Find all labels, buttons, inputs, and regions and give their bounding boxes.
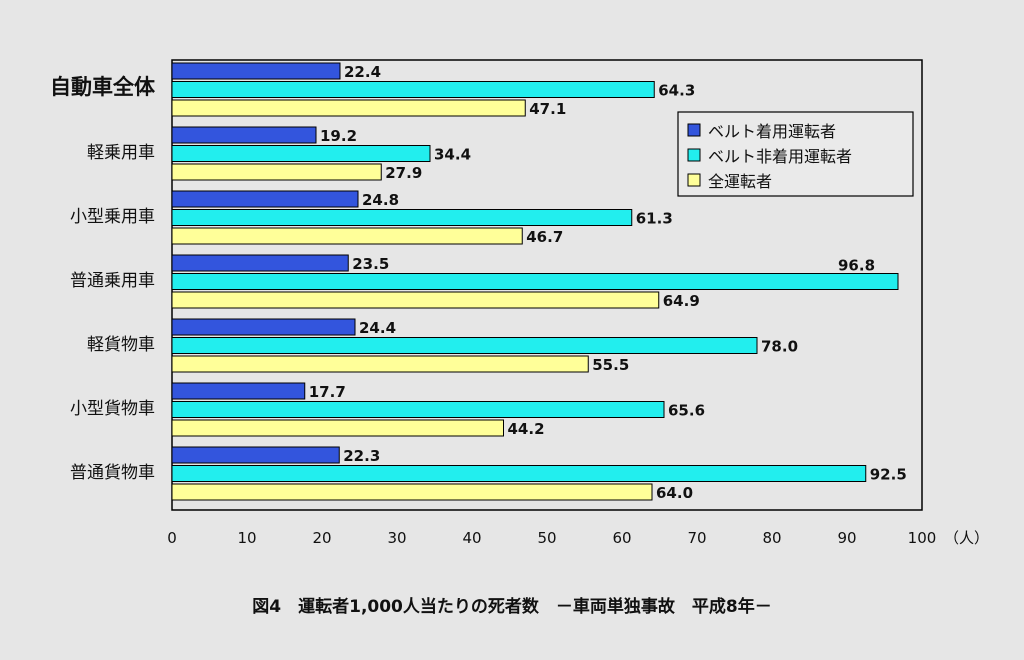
data-label: 64.3	[658, 82, 695, 100]
data-label: 44.2	[508, 420, 545, 438]
data-label: 19.2	[320, 127, 357, 145]
data-label: 96.8	[838, 257, 875, 275]
data-label: 17.7	[309, 383, 346, 401]
bar	[171, 227, 523, 245]
data-label: 64.0	[656, 484, 693, 502]
bar	[171, 355, 589, 373]
x-tick-label: 50	[537, 529, 556, 547]
bar	[171, 254, 349, 272]
bar	[171, 483, 653, 501]
category-label: 小型貨物車	[70, 399, 155, 419]
bar	[171, 190, 359, 208]
x-tick-label: 70	[687, 529, 706, 547]
legend-label: 全運転者	[708, 172, 772, 191]
category-label: 自動車全体	[50, 75, 156, 99]
category-label: 普通貨物車	[70, 463, 155, 483]
data-label: 46.7	[526, 228, 563, 246]
bar	[171, 382, 306, 400]
bar	[171, 291, 660, 309]
data-label: 92.5	[870, 466, 907, 484]
bar	[171, 99, 526, 117]
x-tick-label: 40	[462, 529, 481, 547]
bar	[171, 419, 504, 437]
data-label: 64.9	[663, 292, 700, 310]
bar	[171, 209, 633, 226]
data-label: 55.5	[592, 356, 629, 374]
legend-box	[677, 111, 914, 197]
x-tick-label: 0	[167, 529, 177, 547]
bar	[171, 337, 758, 354]
x-tick-label: 60	[612, 529, 631, 547]
chart-title: 図4 運転者1,000人当たりの死者数 －車両単独事故 平成8年－	[252, 596, 771, 617]
x-tick-label: 90	[837, 529, 856, 547]
legend-label: ベルト着用運転者	[708, 122, 836, 141]
bar	[171, 145, 431, 162]
category-label: 軽乗用車	[87, 143, 155, 163]
bar	[171, 62, 341, 80]
data-label: 23.5	[352, 255, 389, 273]
x-tick-label: 80	[762, 529, 781, 547]
bar	[171, 163, 382, 181]
data-label: 61.3	[636, 210, 673, 228]
data-label: 78.0	[761, 338, 798, 356]
x-tick-label: 30	[387, 529, 406, 547]
data-label: 22.3	[343, 447, 380, 465]
bar	[171, 401, 665, 418]
x-tick-label: 100	[908, 529, 937, 547]
legend-swatch	[687, 173, 701, 187]
data-label: 47.1	[529, 100, 566, 118]
bar	[171, 465, 867, 482]
bar	[171, 446, 340, 464]
data-label: 24.8	[362, 191, 399, 209]
x-unit-label: （人）	[944, 529, 989, 547]
bar	[171, 273, 899, 290]
legend-label: ベルト非着用運転者	[708, 147, 852, 166]
data-label: 65.6	[668, 402, 705, 420]
category-label: 軽貨物車	[87, 335, 155, 355]
category-label: 普通乗用車	[70, 271, 155, 291]
data-label: 24.4	[359, 319, 396, 337]
x-tick-label: 20	[312, 529, 331, 547]
data-label: 22.4	[344, 63, 381, 81]
bar	[171, 318, 356, 336]
bar	[171, 126, 317, 144]
data-label: 27.9	[385, 164, 422, 182]
category-label: 小型乗用車	[70, 207, 155, 227]
x-tick-label: 10	[237, 529, 256, 547]
data-label: 34.4	[434, 146, 471, 164]
legend-swatch	[687, 123, 701, 137]
legend-swatch	[687, 148, 701, 162]
bar	[171, 81, 655, 98]
